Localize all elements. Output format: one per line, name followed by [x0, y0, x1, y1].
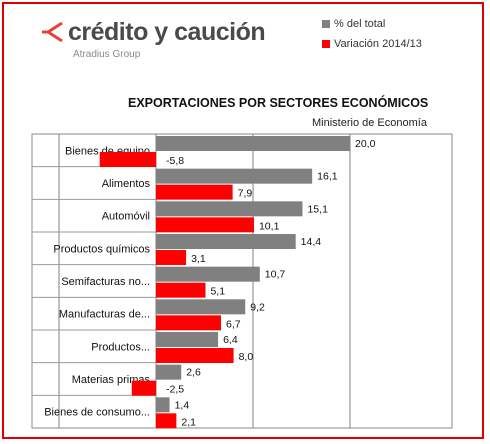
category-label: Semifacturas no... [61, 276, 150, 288]
plot-area [31, 133, 453, 429]
bar-share [156, 234, 296, 249]
data-label-share: 16,1 [317, 171, 338, 183]
bar-variation [156, 184, 233, 200]
bar-variation [156, 250, 187, 265]
legend-item-share: % del total [322, 18, 422, 38]
data-label-variation: 10,1 [259, 220, 280, 232]
data-label-share: 6,4 [223, 334, 238, 346]
logo-mark-icon [42, 21, 63, 43]
legend-label-variation: Variación 2014/13 [334, 38, 422, 50]
legend-swatch-variation [322, 40, 330, 49]
category-label: Bienes de consumo... [44, 407, 150, 419]
bar-share [156, 299, 246, 315]
legend-swatch-share [322, 20, 330, 29]
bar-variation [156, 282, 206, 298]
bar-variation [156, 217, 254, 233]
category-label: Alimentos [102, 178, 151, 190]
brand-name: crédito y caución [68, 18, 266, 46]
category-label: Materias primas [72, 374, 151, 386]
bar-variation [156, 413, 177, 429]
chart-legend: % del total Variación 2014/13 [322, 18, 422, 58]
bar-share [156, 332, 219, 347]
data-label-share: 9,2 [250, 301, 265, 313]
data-label-variation: 2,1 [181, 416, 196, 428]
bar-share [156, 201, 303, 217]
data-label-variation: 5,1 [210, 286, 225, 298]
data-label-share: 15,1 [307, 203, 328, 215]
data-label-share: 20,0 [355, 138, 376, 150]
category-label: Productos... [91, 341, 150, 353]
legend-item-variation: Variación 2014/13 [322, 38, 422, 58]
data-label-share: 10,7 [265, 269, 286, 281]
bar-share [156, 168, 313, 184]
data-label-variation: -2,5 [166, 384, 184, 396]
bar-variation [156, 315, 221, 331]
bar-variation [99, 152, 156, 167]
bar-share [156, 136, 350, 151]
data-label-share: 1,4 [175, 399, 190, 411]
data-label-share: 2,6 [186, 367, 201, 379]
category-label: Productos químicos [53, 243, 150, 255]
bar-variation [156, 348, 234, 363]
category-label: Manufacturas de... [59, 309, 150, 321]
data-label-variation: 7,9 [238, 188, 253, 200]
data-label-variation: 3,1 [191, 253, 206, 265]
data-label-variation: -5,8 [166, 155, 184, 167]
data-label-variation: 8,0 [239, 351, 254, 363]
chart-title: EXPORTACIONES POR SECTORES ECONÓMICOS [128, 96, 429, 110]
bar-share [156, 364, 182, 380]
brand-subtitle: Atradius Group [73, 49, 141, 60]
category-label: Automóvil [102, 211, 150, 223]
bar-variation [131, 380, 156, 396]
data-label-share: 14,4 [301, 236, 322, 248]
chart-subtitle: Ministerio de Economía [312, 117, 427, 129]
bar-share [156, 266, 260, 282]
data-label-variation: 6,7 [226, 318, 241, 330]
bar-share [156, 397, 170, 413]
legend-label-share: % del total [334, 18, 386, 30]
